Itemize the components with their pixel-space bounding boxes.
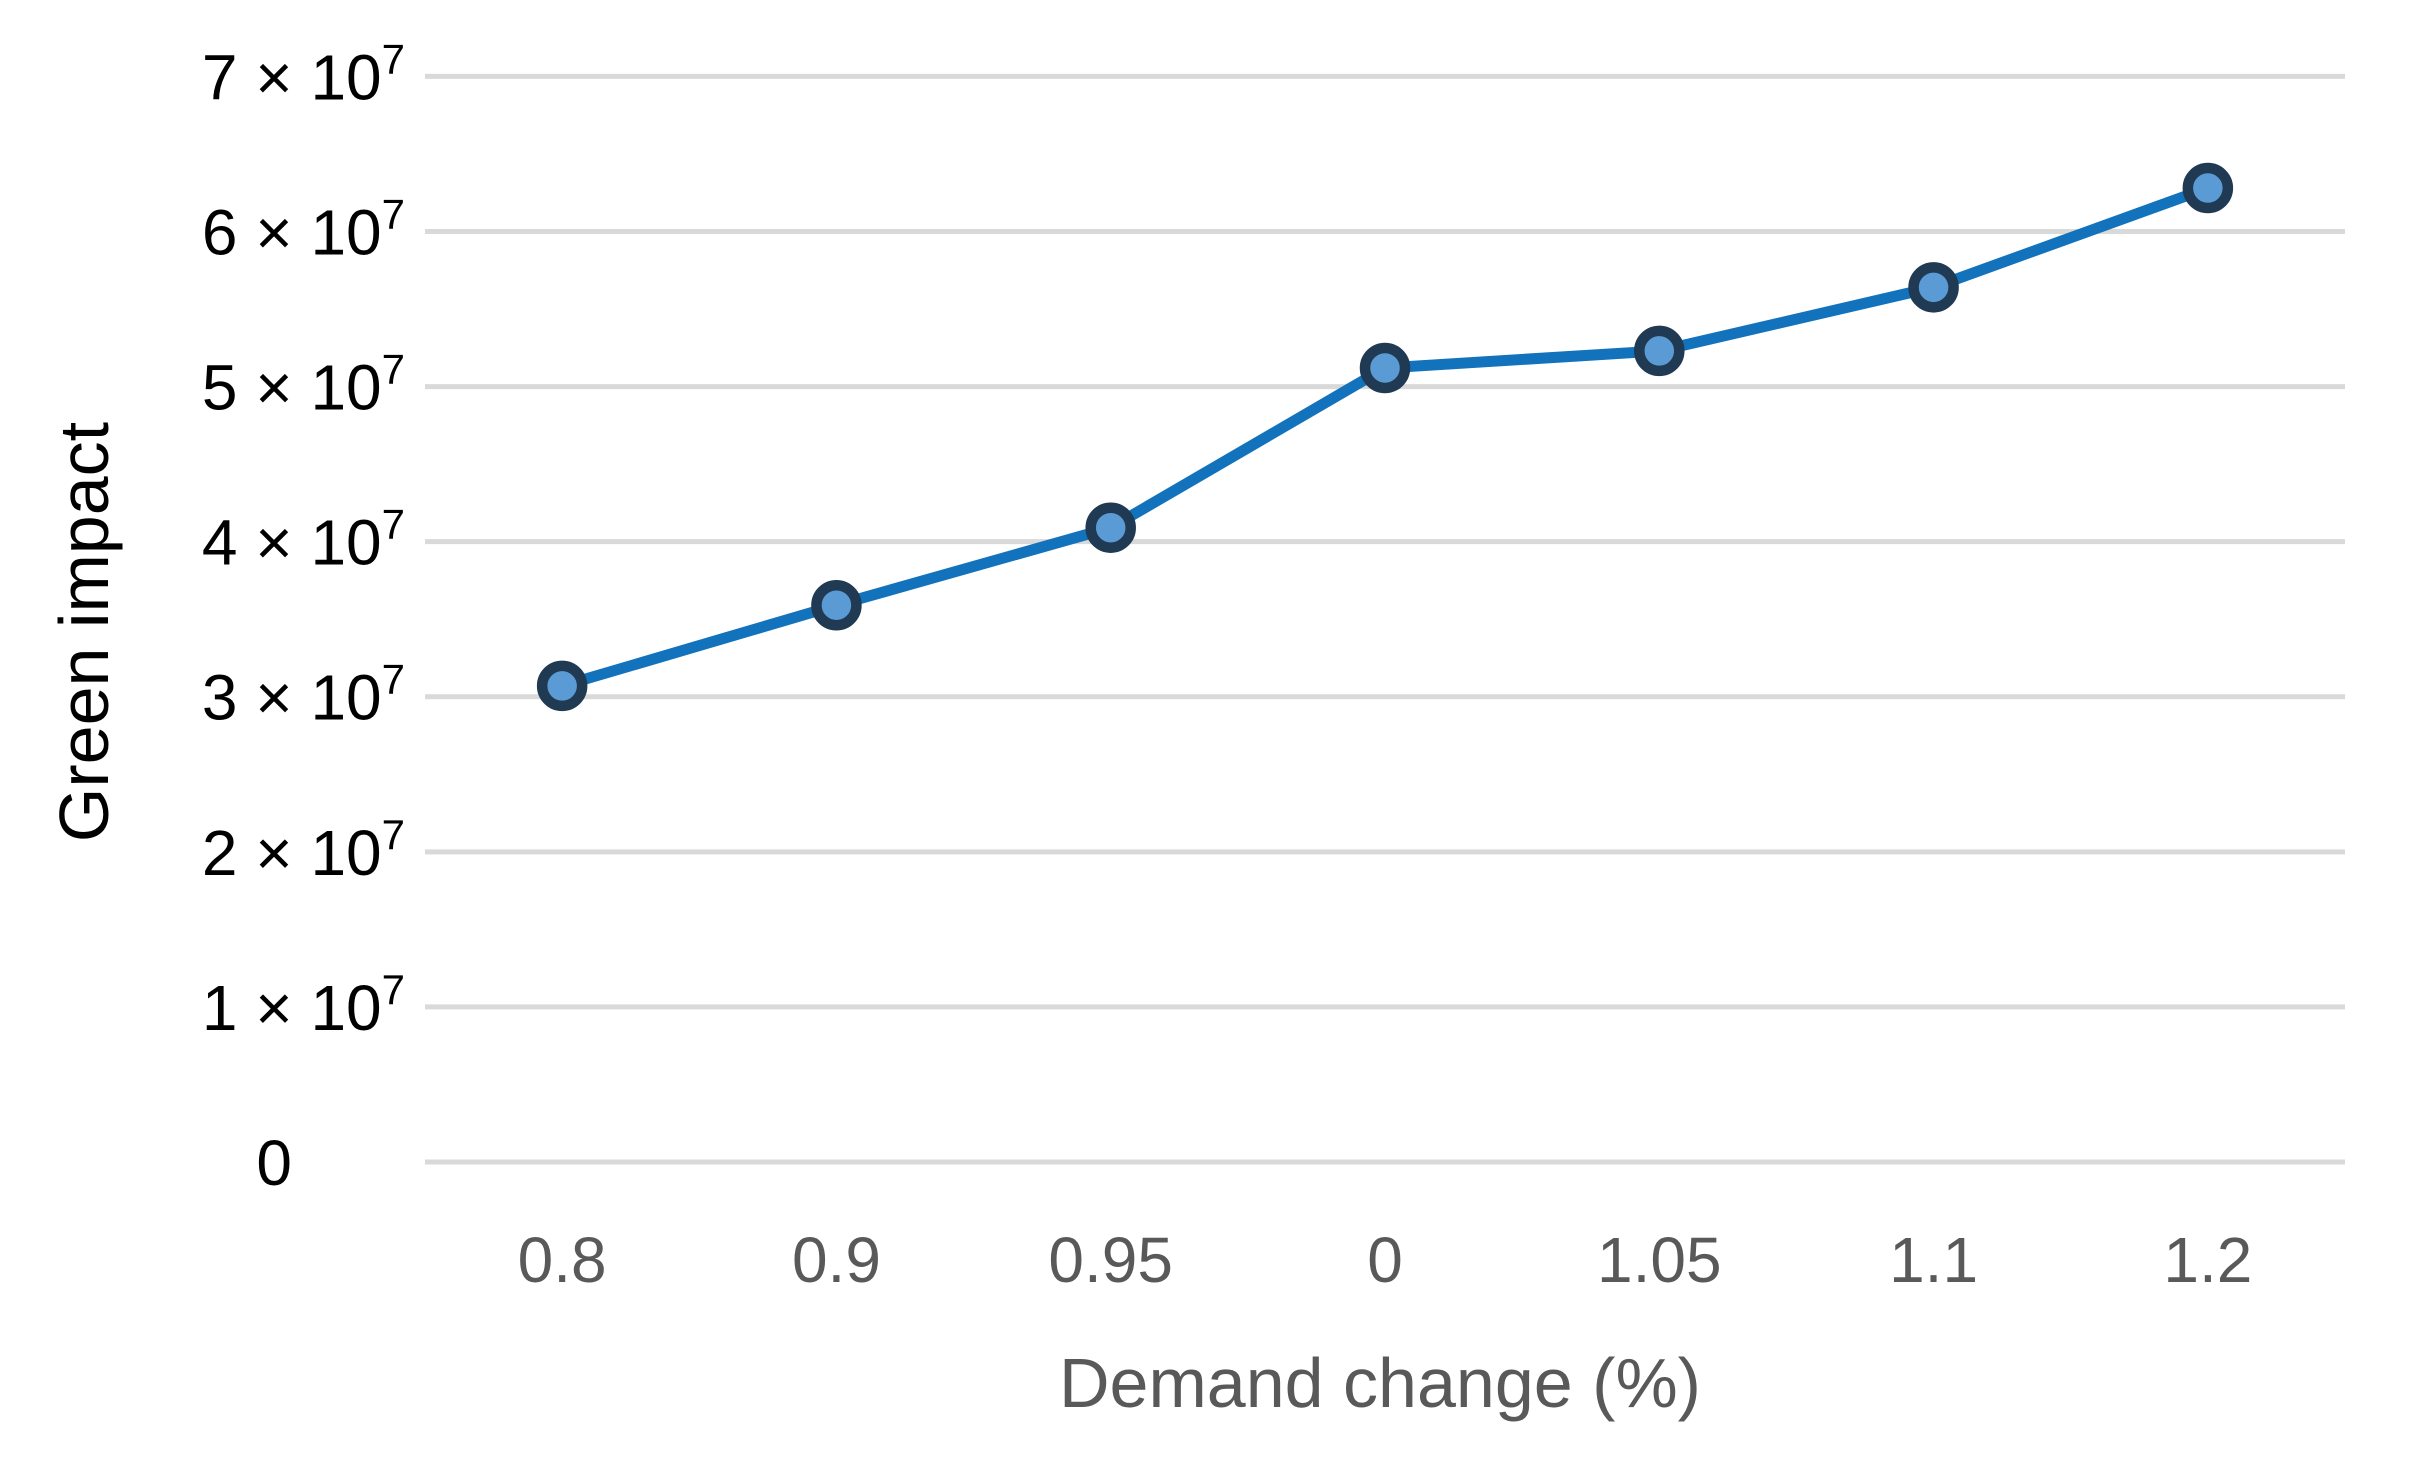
- data-point-marker: [1634, 325, 1685, 377]
- x-tick-label: 0.8: [518, 1224, 607, 1296]
- series-line: [556, 182, 2214, 692]
- data-point-marker: [1359, 342, 1411, 394]
- x-axis-title: Demand change (%): [1059, 1344, 1701, 1422]
- y-axis-title: Green impact: [45, 422, 123, 842]
- y-tick-label: 5 × 107: [202, 346, 405, 424]
- y-tick-label: 3 × 107: [202, 656, 405, 734]
- y-tick-label: 2 × 107: [202, 811, 405, 889]
- series-group: [536, 162, 2234, 712]
- x-tick-label: 1.1: [1889, 1224, 1978, 1296]
- y-tick-label: 1 × 107: [202, 966, 405, 1044]
- data-point-marker: [1085, 502, 1136, 553]
- data-point-marker: [1908, 262, 1959, 313]
- x-tick-label: 1.2: [2163, 1224, 2252, 1296]
- data-point-marker: [536, 660, 588, 712]
- x-tick-label: 0.95: [1048, 1224, 1173, 1296]
- x-tick-label: 0: [1367, 1224, 1403, 1296]
- y-tick-label: 6 × 107: [202, 190, 405, 268]
- x-tick-label: 1.05: [1597, 1224, 1722, 1296]
- data-point-marker: [811, 579, 862, 631]
- x-axis-tick-labels: 0.8 0.9 0.95 0 1.05 1.1 1.2: [518, 1224, 2253, 1296]
- x-tick-label: 0.9: [792, 1224, 881, 1296]
- data-point-marker: [2182, 162, 2234, 214]
- y-tick-label: 4 × 107: [202, 501, 405, 579]
- y-tick-label: 0: [256, 1127, 292, 1199]
- y-tick-label: 7 × 107: [202, 35, 405, 113]
- y-axis-tick-labels: 0 1 × 107 2 × 107 3 × 107 4 × 107 5 × 107 6 × …: [202, 35, 405, 1199]
